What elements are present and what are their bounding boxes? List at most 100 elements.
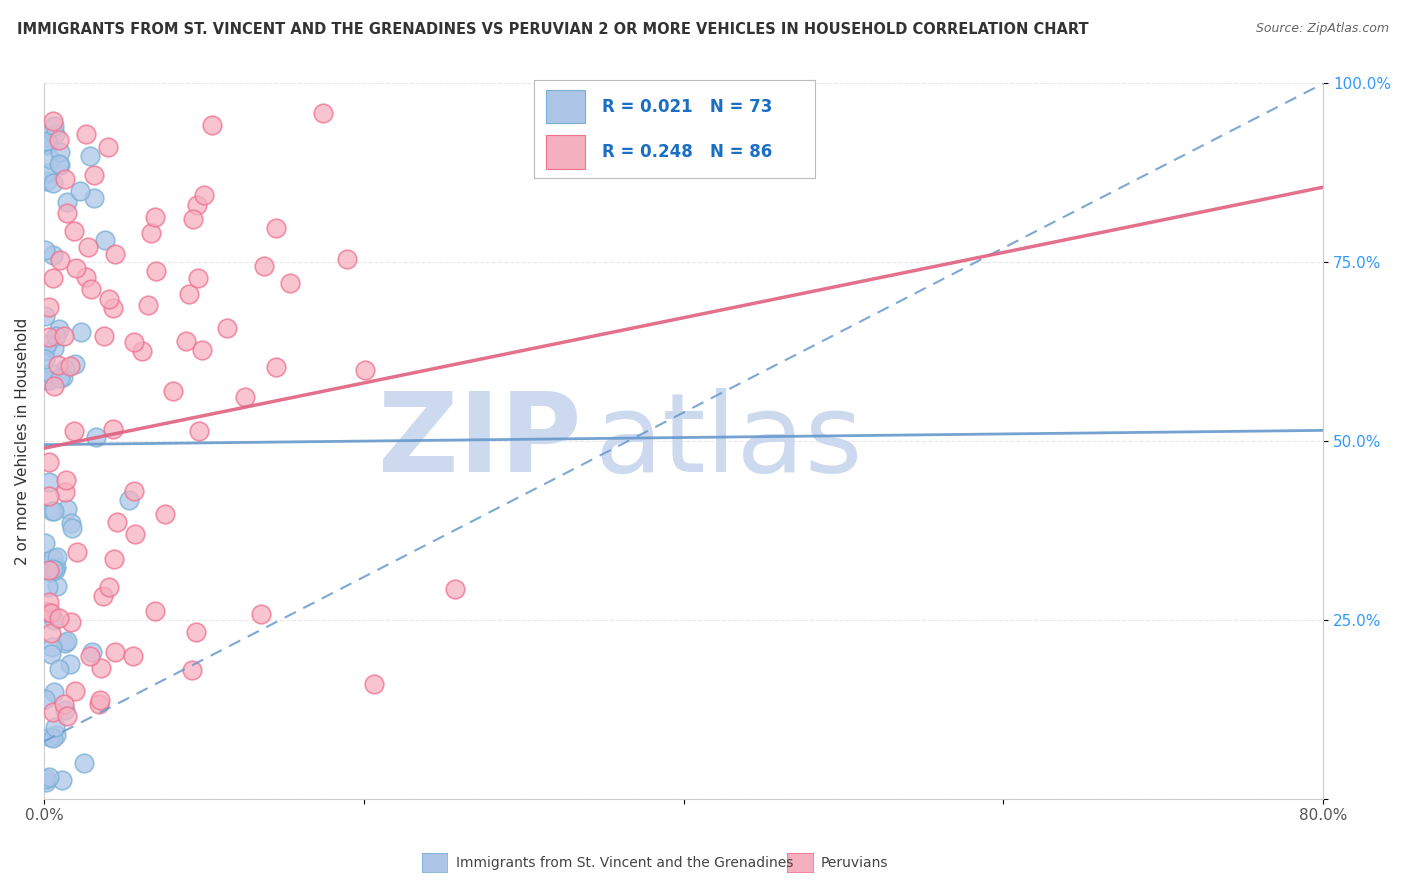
Point xyxy=(103,552,125,566)
Point xyxy=(200,118,222,132)
Point xyxy=(79,649,101,664)
Point xyxy=(45,329,67,343)
Point xyxy=(153,508,176,522)
Point xyxy=(41,550,63,565)
Point xyxy=(59,657,82,671)
Point xyxy=(35,337,58,351)
Point xyxy=(79,282,101,296)
Point xyxy=(75,269,97,284)
Text: ZIP: ZIP xyxy=(378,388,581,494)
Point xyxy=(34,605,56,619)
Point xyxy=(41,248,63,262)
Point xyxy=(52,329,75,343)
Point xyxy=(87,697,110,711)
Point xyxy=(215,321,238,335)
Point xyxy=(56,206,79,220)
Point xyxy=(53,362,76,376)
Point xyxy=(443,582,465,596)
Point xyxy=(38,605,60,619)
Point xyxy=(38,153,60,167)
Point xyxy=(191,343,214,357)
Point xyxy=(162,384,184,398)
Point xyxy=(90,661,112,675)
Point xyxy=(38,475,60,489)
Point xyxy=(42,379,65,393)
Point xyxy=(53,485,76,500)
Point xyxy=(94,233,117,247)
Point xyxy=(91,589,114,603)
Point xyxy=(80,645,103,659)
Point xyxy=(38,563,60,577)
Point xyxy=(253,259,276,273)
Point xyxy=(41,705,63,719)
Point xyxy=(89,693,111,707)
Point xyxy=(42,176,65,190)
Point xyxy=(266,359,288,374)
Point xyxy=(122,483,145,498)
Point xyxy=(39,730,62,744)
Point xyxy=(34,536,56,550)
Point xyxy=(145,210,167,224)
Point xyxy=(143,603,166,617)
Point xyxy=(35,772,58,786)
Point xyxy=(42,504,65,518)
Point xyxy=(48,610,70,624)
Point xyxy=(39,606,62,620)
Text: IMMIGRANTS FROM ST. VINCENT AND THE GRENADINES VS PERUVIAN 2 OR MORE VEHICLES IN: IMMIGRANTS FROM ST. VINCENT AND THE GREN… xyxy=(17,22,1088,37)
Point xyxy=(37,580,59,594)
Point xyxy=(118,492,141,507)
Point xyxy=(63,224,86,238)
Point xyxy=(312,106,335,120)
Point xyxy=(38,300,60,314)
Point xyxy=(63,684,86,698)
Point xyxy=(45,579,67,593)
Point xyxy=(48,157,70,171)
Point xyxy=(55,636,77,650)
Point xyxy=(60,521,83,535)
Point xyxy=(336,252,359,267)
Point xyxy=(250,607,273,622)
Point xyxy=(34,373,56,387)
Point xyxy=(65,260,87,275)
Point xyxy=(104,644,127,658)
Point xyxy=(63,425,86,439)
Point xyxy=(181,211,204,226)
Point xyxy=(266,221,288,235)
Point xyxy=(35,134,58,148)
Point xyxy=(98,292,121,306)
Point xyxy=(59,615,82,629)
Text: Peruvians: Peruvians xyxy=(821,855,889,870)
Point xyxy=(86,430,108,444)
Point xyxy=(34,243,56,257)
Point xyxy=(41,113,63,128)
Point xyxy=(44,720,66,734)
Point xyxy=(187,271,209,285)
Point xyxy=(38,489,60,503)
Point xyxy=(278,276,301,290)
Point xyxy=(56,501,79,516)
Point xyxy=(44,127,66,141)
Point xyxy=(49,371,72,385)
Point xyxy=(363,677,385,691)
Point xyxy=(83,168,105,182)
Point xyxy=(38,595,60,609)
Point xyxy=(44,563,66,577)
Point xyxy=(41,731,63,746)
Point xyxy=(233,390,256,404)
Point xyxy=(34,344,56,359)
Point xyxy=(73,756,96,771)
Point xyxy=(38,367,60,381)
Point xyxy=(38,373,60,387)
Point xyxy=(353,363,375,377)
Point xyxy=(38,329,60,343)
Point xyxy=(177,286,200,301)
Point xyxy=(55,473,77,487)
FancyBboxPatch shape xyxy=(546,136,585,169)
Point xyxy=(49,145,72,159)
Point xyxy=(42,341,65,355)
Point xyxy=(38,770,60,784)
Point xyxy=(48,133,70,147)
Point xyxy=(98,580,121,594)
Point xyxy=(124,527,146,541)
Point xyxy=(44,613,66,627)
